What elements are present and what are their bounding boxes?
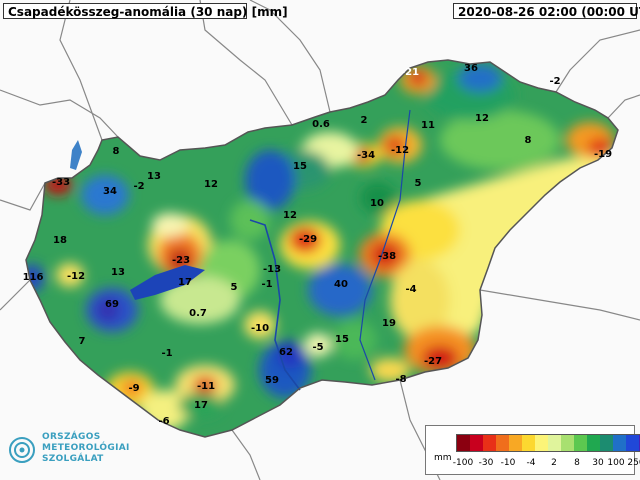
legend-tick-4: 2 xyxy=(551,458,557,468)
station-value-35: 0.7 xyxy=(189,308,207,319)
lake-balaton xyxy=(130,265,205,300)
station-value-26: -12 xyxy=(66,271,86,282)
station-value-20: 12 xyxy=(283,210,297,221)
station-value-39: 62 xyxy=(279,347,293,358)
legend-tick-7: 100 xyxy=(607,458,625,468)
station-value-24: -23 xyxy=(171,255,191,266)
legend-tick-2: -10 xyxy=(500,458,516,468)
station-value-12: 15 xyxy=(293,161,307,172)
station-value-18: 34 xyxy=(103,186,117,197)
station-value-45: -9 xyxy=(128,383,140,394)
legend-swatch-8 xyxy=(561,435,574,451)
map-title: Csapadékösszeg-anomália (30 nap) [mm] xyxy=(3,3,288,19)
station-value-25: 116 xyxy=(22,272,44,283)
map-timestamp: 2020-08-26 02:00 (00:00 UTC) xyxy=(453,3,640,19)
station-value-19: 10 xyxy=(370,198,384,209)
station-value-33: -4 xyxy=(405,284,417,295)
station-value-48: 17 xyxy=(194,400,208,411)
station-value-42: -1 xyxy=(161,348,173,359)
omsz-logo-icon xyxy=(9,437,35,463)
legend-swatch-13 xyxy=(626,435,639,451)
station-value-0: -21 xyxy=(400,67,420,78)
station-value-7: 8 xyxy=(524,135,532,146)
station-value-3: 0.6 xyxy=(312,119,330,130)
legend-swatch-3 xyxy=(496,435,509,451)
legend-tick-0: -100 xyxy=(452,458,474,468)
legend-swatch-0 xyxy=(457,435,470,451)
legend-color-bar xyxy=(456,434,640,452)
legend-tick-3: -4 xyxy=(526,458,536,468)
station-value-40: -5 xyxy=(312,342,324,353)
station-value-27: 13 xyxy=(111,267,125,278)
station-value-10: -19 xyxy=(593,149,613,160)
station-value-29: 17 xyxy=(178,277,192,288)
legend-swatch-9 xyxy=(574,435,587,451)
station-value-21: 18 xyxy=(53,235,67,246)
logo-line-3: SZOLGÁLAT xyxy=(42,454,104,464)
station-value-11: 8 xyxy=(112,146,120,157)
station-value-38: 7 xyxy=(78,336,86,347)
station-value-47: -8 xyxy=(395,374,407,385)
legend-swatch-7 xyxy=(548,435,561,451)
legend-swatch-11 xyxy=(600,435,613,451)
legend-unit: mm xyxy=(434,453,452,463)
river-danube xyxy=(249,219,301,391)
omsz-logo-text: ORSZÁGOS METEOROLÓGIAI SZOLGÁLAT xyxy=(42,432,130,465)
station-value-17: 12 xyxy=(204,179,218,190)
legend-tick-6: 30 xyxy=(592,458,604,468)
station-value-4: 2 xyxy=(360,115,368,126)
river-tisza xyxy=(359,109,411,381)
legend-swatch-10 xyxy=(587,435,600,451)
station-value-1: 36 xyxy=(464,63,478,74)
station-value-2: -2 xyxy=(549,76,561,87)
logo-line-1: ORSZÁGOS xyxy=(42,432,101,442)
legend-swatch-6 xyxy=(535,435,548,451)
logo-line-2: METEOROLÓGIAI xyxy=(42,443,130,453)
station-value-36: -10 xyxy=(250,323,270,334)
station-value-6: 12 xyxy=(475,113,489,124)
legend-swatch-12 xyxy=(613,435,626,451)
station-value-28: -13 xyxy=(262,264,282,275)
legend-tick-5: 8 xyxy=(574,458,580,468)
station-value-13: 5 xyxy=(414,178,422,189)
station-value-41: 15 xyxy=(335,334,349,345)
station-value-8: -34 xyxy=(356,150,376,161)
station-value-49: -6 xyxy=(158,416,170,427)
legend-swatch-1 xyxy=(470,435,483,451)
legend-swatch-5 xyxy=(522,435,535,451)
station-value-22: -29 xyxy=(298,234,318,245)
legend-swatch-4 xyxy=(509,435,522,451)
station-value-9: -12 xyxy=(390,145,410,156)
station-value-16: -2 xyxy=(133,181,145,192)
legend-swatch-2 xyxy=(483,435,496,451)
station-value-5: 11 xyxy=(421,120,435,131)
legend-tick-1: -30 xyxy=(478,458,494,468)
station-value-37: 19 xyxy=(382,318,396,329)
station-value-15: 13 xyxy=(147,171,161,182)
station-value-44: 59 xyxy=(265,375,279,386)
station-value-30: 5 xyxy=(230,282,238,293)
legend: mm -100 -30 -10 -4 2 8 30100250 xyxy=(425,425,640,475)
station-value-23: -38 xyxy=(377,251,397,262)
legend-tick-8: 250 xyxy=(627,458,640,468)
station-value-34: 69 xyxy=(105,299,119,310)
country-border xyxy=(25,59,619,438)
station-value-32: 40 xyxy=(334,279,348,290)
station-value-14: -33 xyxy=(51,177,71,188)
station-value-31: -1 xyxy=(261,279,273,290)
station-value-46: -11 xyxy=(196,381,216,392)
station-value-43: -27 xyxy=(423,356,443,367)
